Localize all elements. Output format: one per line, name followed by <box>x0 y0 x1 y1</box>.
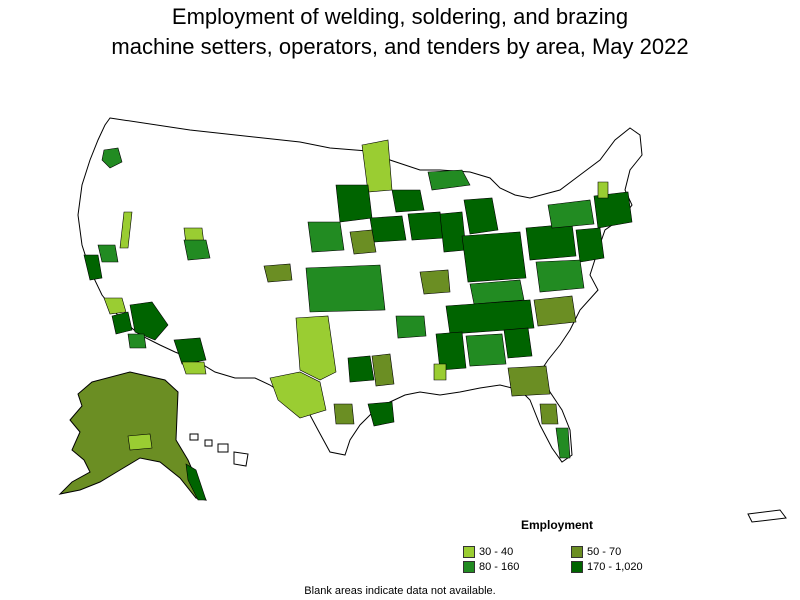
legend-swatch <box>463 546 475 558</box>
legend-label: 50 - 70 <box>587 546 622 558</box>
legend-swatch <box>571 546 583 558</box>
hawaii-islands <box>189 433 249 467</box>
area-west-texas <box>295 315 337 381</box>
area-pennsylvania <box>525 223 577 261</box>
map-title: Employment of welding, soldering, and br… <box>0 2 800 62</box>
legend-item-170-1020: 170 - 1,020 <box>571 561 643 573</box>
area-san-diego <box>127 333 147 349</box>
area-tennessee <box>445 299 535 335</box>
area-minnesota <box>335 184 373 223</box>
puerto-rico-outline <box>747 509 787 523</box>
area-sacramento <box>97 244 119 263</box>
area-dallas <box>347 355 375 383</box>
area-eastern-oregon <box>119 211 133 249</box>
legend-item-80-160: 80 - 160 <box>463 561 519 573</box>
legend-label: 30 - 40 <box>479 546 514 558</box>
area-south-dakota <box>307 221 345 253</box>
area-north-florida <box>539 403 559 425</box>
area-los-angeles <box>111 311 133 335</box>
area-el-paso-region <box>269 371 327 419</box>
area-virginia <box>535 259 585 293</box>
legend-swatch <box>571 561 583 573</box>
area-wisconsin <box>391 189 425 213</box>
area-kentucky <box>469 279 525 305</box>
area-new-york <box>547 199 595 229</box>
area-inland-empire <box>129 301 169 341</box>
area-eastern-nebraska <box>349 229 377 255</box>
area-fairbanks <box>127 433 153 451</box>
area-chicago <box>439 211 467 253</box>
legend-label: 170 - 1,020 <box>587 561 643 573</box>
area-oklahoma <box>395 315 427 339</box>
area-georgia <box>503 327 533 359</box>
legend-title: Employment <box>521 518 594 532</box>
area-vermont <box>597 181 609 199</box>
area-carolinas <box>533 295 577 327</box>
area-indiana-ohio <box>461 231 527 283</box>
area-south-georgia <box>507 365 551 397</box>
legend-swatch <box>463 561 475 573</box>
area-new-england <box>593 191 633 229</box>
area-louisiana <box>433 363 447 381</box>
area-kansas-nebraska <box>305 264 386 313</box>
map-title-line-1: Employment of welding, soldering, and br… <box>171 4 629 29</box>
area-tucson <box>181 361 207 375</box>
area-central-coast <box>103 297 127 315</box>
area-south-florida <box>555 427 571 459</box>
area-michigan <box>463 197 499 235</box>
area-southeast-alaska <box>185 463 207 501</box>
area-upper-michigan <box>427 169 471 191</box>
legend-item-30-40: 30 - 40 <box>463 546 513 558</box>
area-denver <box>263 263 293 283</box>
area-missouri <box>419 269 451 295</box>
area-east-texas <box>371 353 395 387</box>
area-san-antonio <box>333 403 355 425</box>
area-wisconsin-south <box>407 211 445 241</box>
map-title-line-2: machine setters, operators, and tenders … <box>111 34 689 59</box>
area-houston <box>367 401 395 427</box>
area-puget-sound <box>101 147 123 169</box>
area-salt-lake <box>183 239 211 261</box>
legend-item-50-70: 50 - 70 <box>571 546 621 558</box>
area-iowa <box>369 215 407 243</box>
area-alabama <box>465 333 507 367</box>
legend-label: 80 - 160 <box>479 561 520 573</box>
area-mid-atlantic <box>575 227 605 263</box>
area-mississippi <box>435 331 467 371</box>
area-phoenix <box>173 337 207 365</box>
area-bay-area <box>83 254 103 281</box>
footnote: Blank areas indicate data not available. <box>304 585 496 597</box>
